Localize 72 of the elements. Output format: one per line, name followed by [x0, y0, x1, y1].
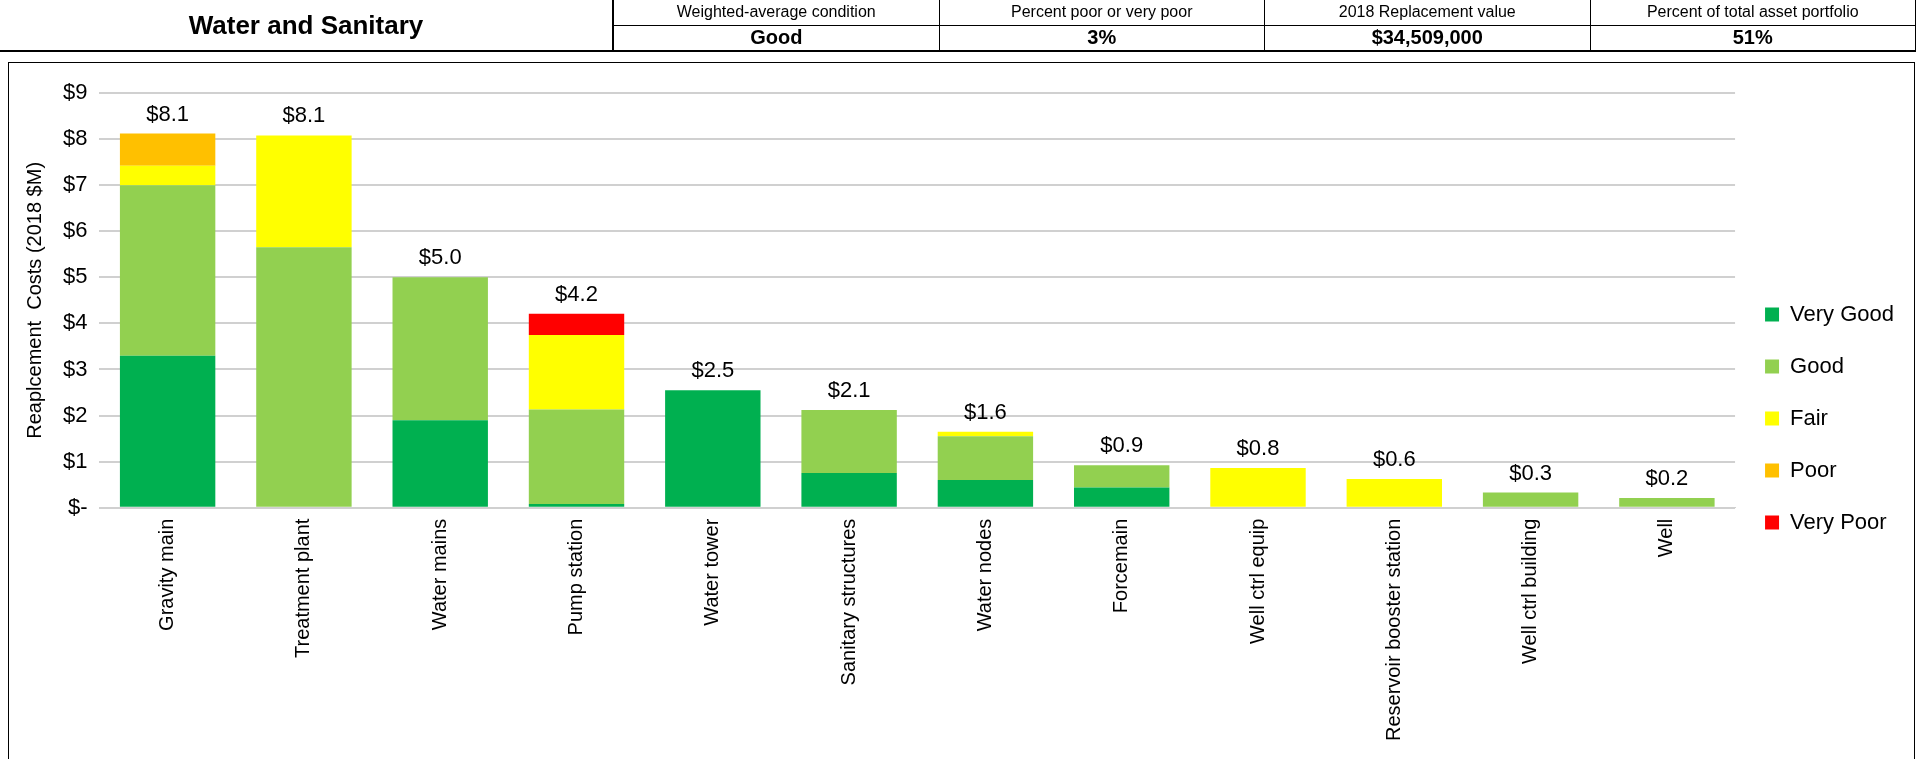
- text: Percent of total asset portfolio: [1590, 0, 1915, 26]
- bar: [1346, 479, 1443, 507]
- bar: [119, 133, 216, 166]
- legend-label: Very Poor: [1790, 508, 1887, 534]
- total-label: $5.0: [418, 244, 462, 270]
- total-label: $0.3: [1509, 459, 1553, 485]
- bar: [392, 277, 488, 421]
- x-tick-label: Forcemain: [1109, 518, 1132, 614]
- x-tick-label: Water nodes: [972, 518, 995, 632]
- text: Good: [749, 25, 804, 50]
- text: Percent poor or very poor: [939, 0, 1264, 26]
- bar: [1619, 498, 1715, 507]
- x-tick-label: Well ctrl building: [1518, 518, 1541, 664]
- x-tick-label: Water tower: [700, 518, 723, 626]
- total-label: $1.6: [963, 398, 1007, 424]
- total-label: $0.9: [1100, 432, 1144, 458]
- legend-label: Poor: [1790, 456, 1837, 482]
- y-axis-title: Reaplcement Costs (2018 $M): [22, 161, 45, 439]
- y-tick-label: $9: [62, 79, 88, 105]
- y-tick-label: $1: [62, 447, 88, 473]
- text: Water and Sanitary: [0, 0, 614, 50]
- bar: [801, 473, 897, 507]
- total-label: $4.2: [555, 280, 598, 306]
- x-tick-label: Treatment plant: [291, 518, 314, 658]
- bar: [392, 420, 488, 507]
- bar: [528, 409, 625, 504]
- legend-label: Very Good: [1790, 300, 1894, 326]
- bar: [665, 390, 761, 507]
- legend-label: Fair: [1790, 404, 1828, 430]
- x-tick-label: Sanitary structures: [836, 518, 859, 686]
- total-label: $0.2: [1645, 465, 1689, 491]
- total-label: $8.1: [282, 102, 326, 128]
- text: $34,509,000: [1370, 25, 1484, 50]
- bar: [528, 503, 625, 507]
- x-tick-label: Water mains: [427, 518, 450, 631]
- bar: [1482, 492, 1579, 507]
- total-label: $2.1: [827, 377, 871, 403]
- x-tick-label: Reservoir booster station: [1381, 518, 1404, 741]
- total-label: $2.5: [691, 357, 735, 383]
- total-label: $8.1: [146, 100, 190, 126]
- bar: [119, 355, 216, 507]
- text: Weighted-average condition: [614, 0, 939, 26]
- y-tick-label: $3: [62, 355, 88, 381]
- x-tick-label: Well: [1654, 518, 1677, 558]
- text: 2018 Replacement value: [1265, 0, 1590, 26]
- bar: [801, 410, 897, 474]
- y-tick-label: $4: [62, 309, 88, 335]
- total-label: $0.8: [1236, 435, 1280, 461]
- x-tick-label: Gravity main: [155, 518, 178, 631]
- bar: [119, 165, 216, 186]
- x-tick-label: Well ctrl equip: [1245, 518, 1268, 644]
- bar: [256, 135, 352, 248]
- bar: [937, 436, 1034, 481]
- bar: [1074, 465, 1170, 488]
- text: 3%: [1086, 25, 1118, 50]
- bar: [937, 480, 1034, 507]
- bar: [528, 334, 625, 410]
- total-label: $0.6: [1372, 446, 1416, 472]
- bar: [1074, 487, 1170, 507]
- legend-label: Good: [1790, 352, 1844, 378]
- bar: [119, 185, 216, 356]
- y-tick-label: $2: [62, 401, 88, 427]
- y-tick-label: $7: [62, 171, 88, 197]
- bar: [528, 313, 625, 335]
- text: 51%: [1731, 25, 1774, 50]
- bar: [1210, 468, 1306, 507]
- x-tick-label: Pump station: [564, 518, 587, 636]
- y-tick-label: $5: [62, 263, 88, 289]
- y-tick-label: $-: [67, 493, 88, 519]
- bar: [256, 247, 352, 507]
- y-tick-label: $8: [62, 125, 88, 151]
- y-tick-label: $6: [62, 217, 88, 243]
